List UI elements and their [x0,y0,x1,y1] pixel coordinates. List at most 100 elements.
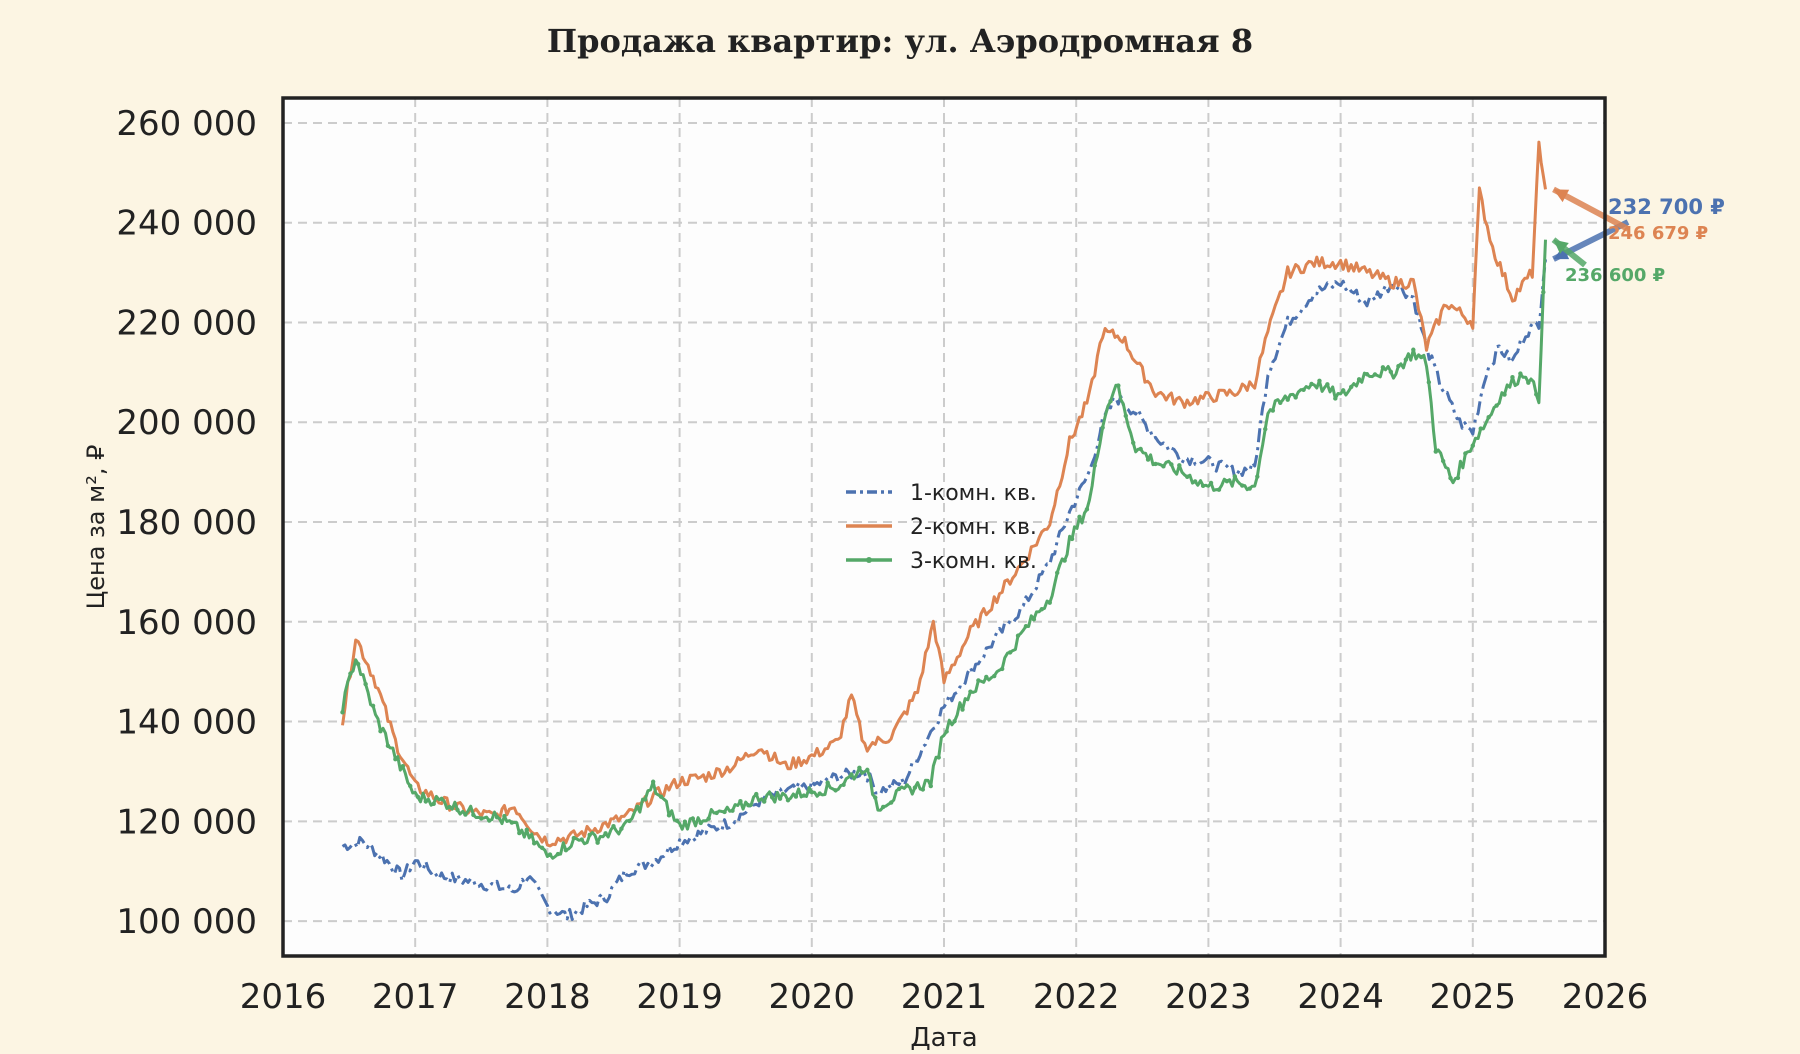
series-marker [378,729,383,734]
annotation-label: 246 679 ₽ [1608,223,1708,244]
series-marker [785,798,791,803]
series-marker [423,799,428,804]
series-marker [611,823,616,829]
series-marker [1426,380,1432,385]
series-marker [400,764,406,769]
series-marker [1192,479,1198,484]
series-marker [968,689,973,694]
chart-title: Продажа квартир: ул. Аэродромная 8 [547,22,1253,60]
series-marker [809,789,814,795]
series-marker [1396,363,1401,369]
series-marker [1177,463,1182,468]
series-marker [722,809,727,815]
series-marker [1092,463,1097,468]
series-marker [1356,377,1362,382]
series-marker [1077,514,1082,520]
series-marker [1054,570,1060,575]
series-marker [865,767,870,773]
series-marker [999,666,1005,672]
series-marker [455,807,460,813]
series-marker [1208,480,1214,486]
series-marker [698,820,703,826]
y-tick-label: 160 000 [116,603,257,643]
x-axis-label: Дата [910,1023,977,1050]
series-marker [817,791,822,796]
series-marker [825,780,830,785]
series-marker [1116,383,1121,388]
series-marker [769,795,775,800]
x-tick-label: 2017 [372,977,459,1017]
series-marker [635,804,640,810]
annotation-label: 236 600 ₽ [1565,265,1665,286]
series-marker [479,816,484,821]
series-marker [487,818,492,823]
series-marker [1380,365,1386,370]
series-marker [976,678,981,683]
series-marker [1534,392,1539,397]
series-marker [431,801,436,807]
series-marker [340,710,345,715]
series-line [341,239,1547,860]
series-marker [363,681,368,687]
series-marker [896,786,902,792]
series-marker [1518,371,1523,376]
series-marker [1301,387,1306,393]
x-tick-label: 2019 [636,977,723,1017]
series-marker [992,673,997,679]
series-marker [627,818,632,824]
series-marker [650,779,656,784]
y-axis-label: Цена за м², ₽ [82,445,110,610]
series-marker [355,661,361,667]
series-marker [502,813,507,819]
series-marker [1015,633,1021,638]
y-tick-label: 100 000 [116,902,257,942]
series-marker [1240,483,1245,488]
series-marker [706,816,711,821]
series-marker [841,782,846,788]
series-marker [801,793,807,798]
series-marker [447,804,452,810]
series-marker [658,794,664,799]
series-marker [1411,347,1416,352]
series-marker [1270,408,1276,413]
series-marker [777,796,783,801]
y-axis-ticks: 100 000 120 000 140 000 160 000 180 000 200 0… [116,104,257,942]
annotation-arrowhead [1553,239,1569,254]
series-marker [1440,458,1446,464]
series-marker [1278,400,1283,405]
series-marker [1455,475,1461,481]
series-marker [1470,443,1476,448]
series-marker [754,791,759,797]
series-marker [531,841,537,846]
series-marker [571,835,577,841]
series-marker [494,815,500,820]
series-marker [471,812,476,818]
series-marker [1325,382,1330,387]
series-marker [1185,474,1190,479]
y-tick-label: 180 000 [116,503,257,543]
series-marker [1333,396,1338,401]
series-marker [1502,392,1507,397]
series-marker [539,845,545,851]
y-tick-label: 260 000 [116,104,257,144]
series-marker [936,755,941,760]
series-marker [1108,398,1113,404]
series-marker [793,794,799,799]
series-marker [690,816,696,821]
series-marker [1494,403,1499,408]
series-marker [579,837,584,842]
series-lines [340,140,1547,921]
series-marker [912,785,918,790]
series-marker [1317,378,1322,383]
y-tick-label: 240 000 [116,204,257,244]
series-marker [408,783,413,789]
series-marker [348,671,353,676]
series-marker [595,840,600,845]
series-marker [463,812,468,817]
x-tick-label: 2024 [1297,977,1384,1017]
series-marker [1062,558,1067,563]
series-marker [619,826,624,831]
series-marker [1100,425,1105,430]
series-marker [1200,483,1206,489]
y-tick-label: 120 000 [116,802,257,842]
